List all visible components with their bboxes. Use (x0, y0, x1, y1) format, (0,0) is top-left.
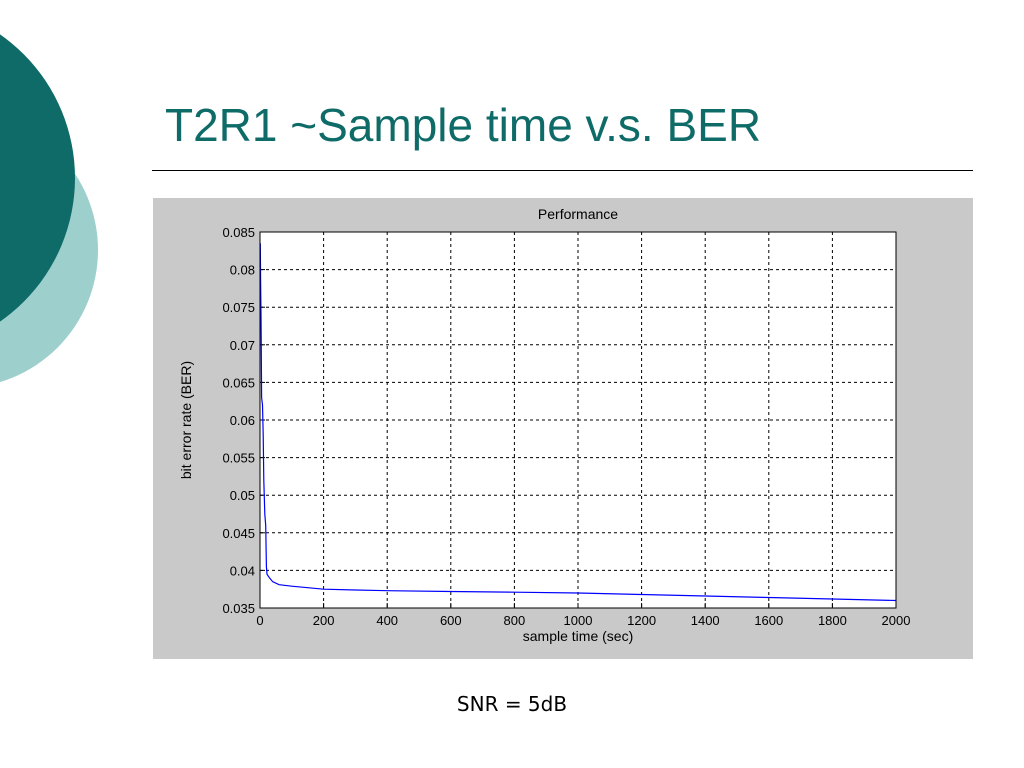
x-tick-label: 2000 (882, 613, 911, 628)
y-tick-label: 0.045 (222, 526, 255, 541)
y-tick-label: 0.035 (222, 601, 255, 616)
dark-teal-circle (0, 34, 75, 322)
title-divider (152, 170, 973, 171)
y-tick-label: 0.08 (230, 263, 255, 278)
x-tick-label: 1600 (754, 613, 783, 628)
y-tick-label: 0.05 (230, 488, 255, 503)
x-tick-label: 0 (256, 613, 263, 628)
plot-area: 0 200 400 600 800 1000 1200 1400 1600 1800 2000 0.0… (222, 225, 910, 628)
y-tick-label: 0.04 (230, 563, 255, 578)
x-tick-label: 200 (313, 613, 335, 628)
performance-chart: Performance 0 200 400 600 800 1000 1200 1400 160… (178, 206, 910, 644)
slide-title: T2R1 ~Sample time v.s. BER (165, 99, 762, 151)
y-tick-label: 0.065 (222, 375, 255, 390)
y-tick-label: 0.085 (222, 225, 255, 240)
decorative-circles (0, 34, 98, 383)
ber-series-line (259, 243, 897, 602)
x-tick-label: 800 (504, 613, 526, 628)
x-axis-label: sample time (sec) (523, 628, 633, 644)
x-tick-label: 1800 (818, 613, 847, 628)
x-tick-label: 400 (376, 613, 398, 628)
y-tick-label: 0.075 (222, 300, 255, 315)
y-axis-label: bit error rate (BER) (178, 361, 194, 479)
y-tick-label: 0.055 (222, 451, 255, 466)
y-tick-label: 0.06 (230, 413, 255, 428)
x-tick-label: 1400 (691, 613, 720, 628)
x-tick-label: 1000 (564, 613, 593, 628)
figure-panel: Performance 0 200 400 600 800 1000 1200 1400 160… (153, 198, 973, 659)
x-tick-label: 1200 (627, 613, 656, 628)
y-tick-label: 0.07 (230, 338, 255, 353)
chart-title: Performance (538, 206, 618, 222)
plot-frame (259, 231, 897, 609)
x-tick-label: 600 (440, 613, 462, 628)
snr-caption: SNR = 5dB (456, 692, 568, 716)
